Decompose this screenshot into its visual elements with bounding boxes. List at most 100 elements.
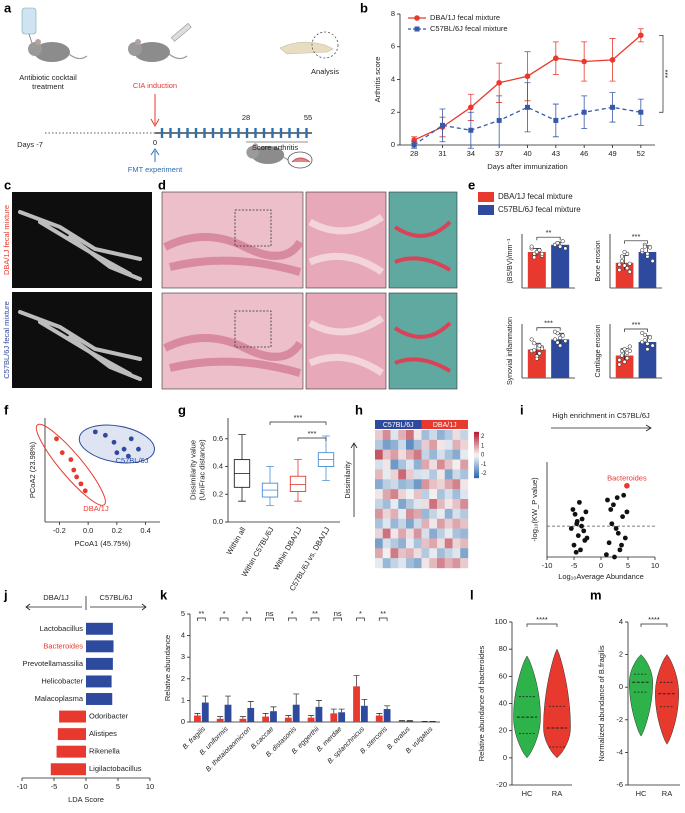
bar (406, 720, 414, 722)
histology-zoom-tissue (308, 214, 384, 275)
heat-cell (429, 439, 438, 450)
timeline-tick (203, 128, 206, 138)
y-tick-label: 2 (619, 650, 623, 659)
heat-cell (444, 469, 453, 480)
y-tick-label: 0 (391, 140, 395, 149)
data-point (578, 547, 583, 553)
violin (543, 648, 571, 759)
data-point (617, 362, 622, 367)
data-point (537, 248, 542, 253)
bar (59, 710, 86, 723)
bar (56, 745, 86, 758)
x-axis-label: Days after immunization (487, 162, 567, 171)
heat-cell (421, 508, 430, 519)
data-point (575, 533, 581, 539)
heat-cell (437, 548, 445, 559)
heat-cell (421, 439, 430, 450)
heat-cell (413, 499, 422, 510)
marker (638, 109, 644, 115)
panel-label: c (4, 177, 11, 192)
significance-label: * (245, 609, 248, 618)
heat-cell (452, 518, 461, 529)
data-point (529, 244, 534, 249)
heat-cell (390, 439, 399, 450)
heat-cell (390, 430, 399, 441)
data-point (627, 261, 632, 266)
heat-cell (437, 489, 445, 500)
histology-tissue (163, 334, 304, 377)
timeline-tick (296, 128, 300, 138)
heat-cell (437, 508, 445, 519)
x-tick-label: 0.2 (112, 526, 122, 535)
error-bar (315, 700, 322, 707)
heat-cell (452, 489, 461, 500)
category-label: Within all (224, 525, 247, 556)
heat-cell (429, 430, 438, 441)
category-label: Rikenella (89, 747, 121, 756)
y-axis-label: -log₁₀(KW_P value) (530, 477, 539, 542)
heat-cell (382, 518, 391, 529)
significance-bracket (640, 623, 668, 627)
error-bar (285, 715, 292, 718)
error-bar (330, 708, 337, 714)
timeline-text: Days -7 (17, 140, 43, 149)
significance-bracket (197, 617, 206, 621)
y-tick-label: 1 (181, 695, 185, 704)
panel-label: i (520, 402, 524, 417)
heat-cell (406, 489, 414, 500)
marker (496, 117, 502, 123)
data-point (560, 333, 565, 338)
y-tick-label: 0.4 (213, 462, 223, 471)
zoom-circle (311, 31, 339, 59)
data-point (114, 450, 120, 456)
heat-cell (382, 469, 391, 480)
heat-cell (444, 548, 453, 559)
significance-label: *** (663, 69, 672, 78)
heat-cell (444, 459, 453, 470)
heat-cell (375, 499, 383, 510)
group-arrow (25, 603, 147, 611)
panel-label: l (470, 587, 474, 602)
panel-label: a (4, 0, 12, 15)
category-label: RA (662, 789, 672, 798)
heat-cell (382, 459, 391, 470)
heat-cell (406, 518, 414, 529)
mouse-body (134, 42, 170, 62)
timeline-text: 55 (304, 113, 312, 122)
heat-cell (413, 439, 422, 450)
bar (224, 704, 232, 722)
x-tick-label: 31 (438, 149, 446, 158)
timeline-tick (177, 128, 181, 138)
heat-cell (429, 489, 438, 500)
bar (383, 709, 391, 722)
zoom-box (234, 209, 272, 247)
error-bar (247, 701, 254, 708)
data-point (627, 344, 632, 349)
heat-cell (382, 528, 391, 539)
zoom-box (234, 310, 272, 348)
y-tick-label: 80 (499, 644, 507, 653)
heat-cell (460, 459, 469, 470)
data-point (136, 446, 141, 452)
colorbar-step (474, 464, 479, 467)
data-point (613, 526, 619, 531)
heat-cell (398, 489, 407, 500)
heat-cell (382, 538, 391, 549)
category-label: Bacteroides (43, 641, 83, 650)
colorbar-step (474, 454, 479, 458)
x-tick-label: 28 (410, 149, 418, 158)
bar (398, 720, 406, 722)
error-bar (308, 715, 315, 718)
heat-cell (390, 528, 399, 539)
significance-bracket (378, 617, 388, 621)
error-bar (225, 695, 232, 705)
y-tick-label: 0 (503, 753, 507, 762)
heat-cell (382, 499, 391, 510)
error-bar (239, 716, 246, 719)
paw (279, 41, 334, 55)
timeline-tick (186, 128, 189, 138)
significance-bracket (269, 421, 327, 425)
heat-cell (452, 499, 461, 510)
violin (513, 655, 541, 759)
data-point (59, 450, 65, 456)
